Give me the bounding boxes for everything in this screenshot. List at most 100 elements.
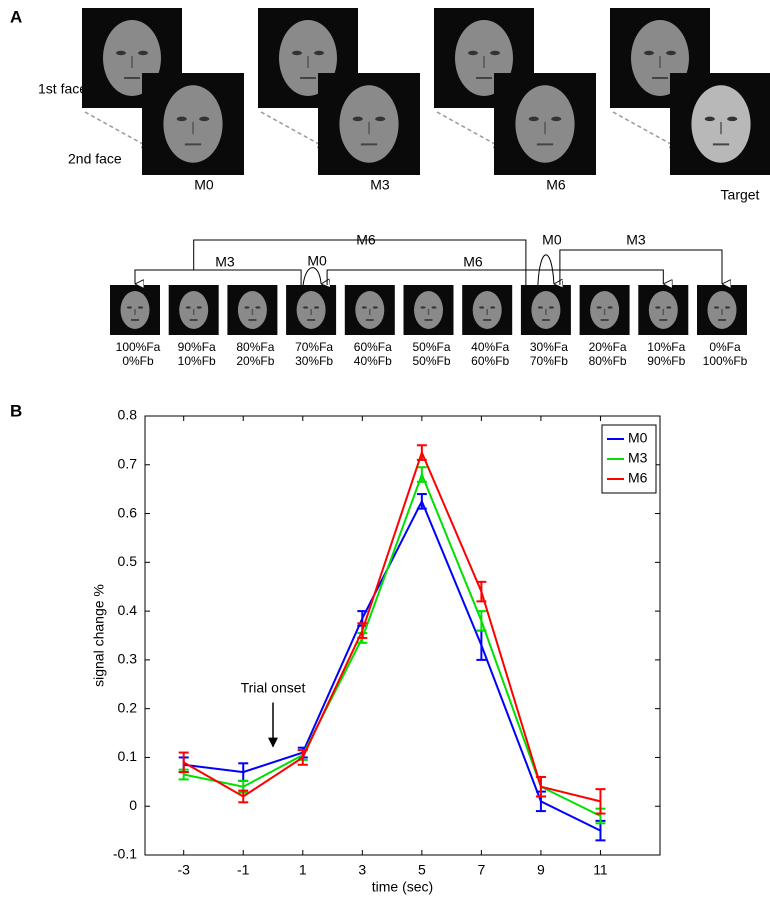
face-eye bbox=[528, 116, 539, 122]
face-eye bbox=[375, 116, 386, 122]
x-tick-label: 1 bbox=[299, 862, 307, 878]
sequence-arrow bbox=[436, 111, 503, 149]
morph-label: 60%Fb bbox=[471, 354, 509, 368]
face-eye bbox=[655, 306, 661, 309]
face-eye bbox=[176, 116, 187, 122]
morph-label: 20%Fa bbox=[589, 340, 627, 354]
face-eye bbox=[127, 306, 132, 309]
morph-label: 10%Fb bbox=[178, 354, 216, 368]
face-image bbox=[697, 285, 747, 335]
second-face-label: 2nd face bbox=[68, 151, 122, 167]
face-eye bbox=[666, 50, 676, 56]
y-tick-label: 0.4 bbox=[118, 602, 138, 618]
x-tick-label: 3 bbox=[358, 862, 366, 878]
face-image bbox=[227, 285, 278, 335]
face-eye bbox=[468, 50, 478, 56]
morph-label: 10%Fa bbox=[647, 340, 685, 354]
face-eye bbox=[479, 306, 485, 309]
morph-label: 30%Fa bbox=[530, 340, 568, 354]
legend: M0 M3 M6 bbox=[601, 424, 657, 494]
face-eye bbox=[314, 50, 324, 56]
morph-label: 30%Fb bbox=[295, 354, 333, 368]
morph-label: 70%Fb bbox=[530, 354, 568, 368]
series-line bbox=[183, 471, 601, 817]
y-tick-label: 0.8 bbox=[118, 407, 138, 423]
face-image bbox=[142, 73, 244, 175]
morph-label: 100%Fb bbox=[703, 354, 748, 368]
connector bbox=[302, 267, 321, 285]
panel-label: A bbox=[10, 7, 22, 26]
face-eye bbox=[314, 306, 320, 309]
connection-label: M6 bbox=[463, 254, 483, 270]
panel-label: B bbox=[10, 401, 22, 420]
face-image bbox=[520, 285, 571, 335]
x-tick-label: -3 bbox=[177, 862, 190, 878]
series-line bbox=[183, 498, 601, 832]
connection-label: M3 bbox=[626, 232, 646, 248]
connector bbox=[193, 239, 527, 285]
face-eye bbox=[116, 50, 126, 56]
connection-label: M6 bbox=[356, 232, 376, 248]
face-eye bbox=[714, 306, 719, 309]
morph-label: 20%Fb bbox=[236, 354, 274, 368]
face-eye bbox=[704, 116, 715, 122]
y-tick-label: 0.5 bbox=[118, 553, 138, 569]
morph-label: 50%Fb bbox=[412, 354, 450, 368]
y-tick-label: 0.3 bbox=[118, 651, 138, 667]
face-eye bbox=[372, 306, 378, 309]
morph-label: 40%Fb bbox=[354, 354, 392, 368]
face-eye bbox=[185, 306, 191, 309]
face-image bbox=[579, 285, 630, 335]
face-image bbox=[286, 285, 337, 335]
annotation-text: Trial onset bbox=[241, 679, 306, 695]
face-image bbox=[403, 285, 454, 335]
connection-label: M3 bbox=[215, 254, 235, 270]
connector bbox=[559, 249, 722, 285]
face-image bbox=[318, 73, 420, 175]
face-eye bbox=[537, 306, 543, 309]
face-image bbox=[462, 285, 513, 335]
face-eye bbox=[244, 306, 250, 309]
y-tick-label: 0.2 bbox=[118, 699, 138, 715]
legend-label: M0 bbox=[628, 430, 648, 446]
connection-label: M0 bbox=[307, 253, 327, 269]
face-eye bbox=[725, 306, 730, 309]
face-eye bbox=[196, 306, 202, 309]
plot-area bbox=[144, 415, 661, 856]
face-image bbox=[494, 73, 596, 175]
x-tick-label: 11 bbox=[593, 862, 608, 878]
face-eye bbox=[303, 306, 309, 309]
x-tick-label: 9 bbox=[537, 862, 545, 878]
x-tick-label: -1 bbox=[237, 862, 250, 878]
connection-label: M0 bbox=[542, 232, 562, 248]
face-image bbox=[670, 73, 770, 175]
sequence-arrow bbox=[612, 111, 679, 149]
y-tick-label: 0.6 bbox=[118, 504, 138, 520]
face-eye bbox=[490, 306, 496, 309]
face-eye bbox=[199, 116, 210, 122]
face-eye bbox=[431, 306, 437, 309]
y-tick-label: 0.1 bbox=[118, 748, 138, 764]
face-eye bbox=[551, 116, 562, 122]
series-line bbox=[183, 449, 601, 803]
connector bbox=[326, 269, 663, 285]
first-face-label: 1st face bbox=[38, 81, 87, 97]
x-axis-label: time (sec) bbox=[372, 879, 433, 895]
face-image bbox=[168, 285, 219, 335]
condition-label: M0 bbox=[194, 177, 214, 193]
morph-label: 60%Fa bbox=[354, 340, 392, 354]
sequence-arrow bbox=[260, 111, 327, 149]
x-tick-label: 7 bbox=[477, 862, 485, 878]
face-eye bbox=[596, 306, 602, 309]
face-eye bbox=[666, 306, 672, 309]
morph-label: 50%Fa bbox=[412, 340, 450, 354]
y-axis-label: signal change % bbox=[91, 584, 107, 687]
face-image bbox=[344, 285, 395, 335]
y-tick-label: 0 bbox=[129, 797, 137, 813]
face-eye bbox=[138, 50, 148, 56]
condition-label: Target bbox=[721, 187, 760, 203]
connector bbox=[537, 254, 554, 285]
face-eye bbox=[138, 306, 143, 309]
morph-label: 40%Fa bbox=[471, 340, 509, 354]
